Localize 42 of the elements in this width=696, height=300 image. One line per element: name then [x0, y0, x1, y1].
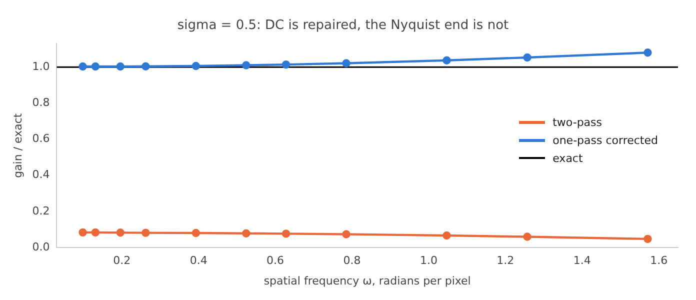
point [192, 62, 200, 70]
x-tick-label: 1.2 [496, 254, 514, 268]
y-tick-label: 1.0 [32, 60, 50, 73]
x-tick-label: 1.0 [420, 254, 438, 268]
point [442, 231, 451, 240]
y-tick-label: 0.4 [32, 168, 50, 182]
point [523, 53, 532, 62]
point [282, 60, 290, 69]
point [644, 48, 652, 57]
y-tick-label: 0.0 [32, 240, 50, 254]
x-tick-label: 1.4 [573, 254, 591, 268]
point [242, 61, 250, 70]
legend-label: two-pass [552, 116, 602, 128]
x-tick-label: 0.2 [113, 254, 131, 268]
point [523, 232, 532, 241]
point [342, 59, 350, 68]
x-tick-label: 0.4 [190, 254, 208, 268]
x-tick-label: 1.6 [650, 254, 668, 268]
x-tick-label: 0.8 [343, 254, 361, 268]
y-axis-title: gain / exact [11, 112, 24, 178]
x-axis-title: spatial frequency ω, radians per pixel [264, 274, 471, 288]
point [116, 62, 124, 71]
legend-label: one-pass corrected [552, 134, 658, 146]
chart-title: sigma = 0.5: DC is repaired, the Nyquist end is not [177, 18, 509, 34]
point [78, 62, 87, 71]
y-tick-label: 0.2 [32, 204, 50, 218]
legend-label: exact [552, 152, 583, 164]
point [192, 228, 200, 238]
y-tick-label: 0.8 [32, 96, 50, 110]
point [142, 62, 150, 70]
point [442, 56, 451, 64]
point [78, 228, 87, 237]
point [242, 229, 250, 238]
point [282, 230, 290, 238]
point [91, 228, 100, 237]
point [644, 234, 652, 244]
point [91, 62, 100, 71]
point [142, 228, 150, 237]
x-tick-label: 0.6 [266, 254, 284, 268]
point [116, 228, 124, 237]
y-tick-label: 0.6 [32, 132, 50, 146]
point [342, 230, 350, 238]
